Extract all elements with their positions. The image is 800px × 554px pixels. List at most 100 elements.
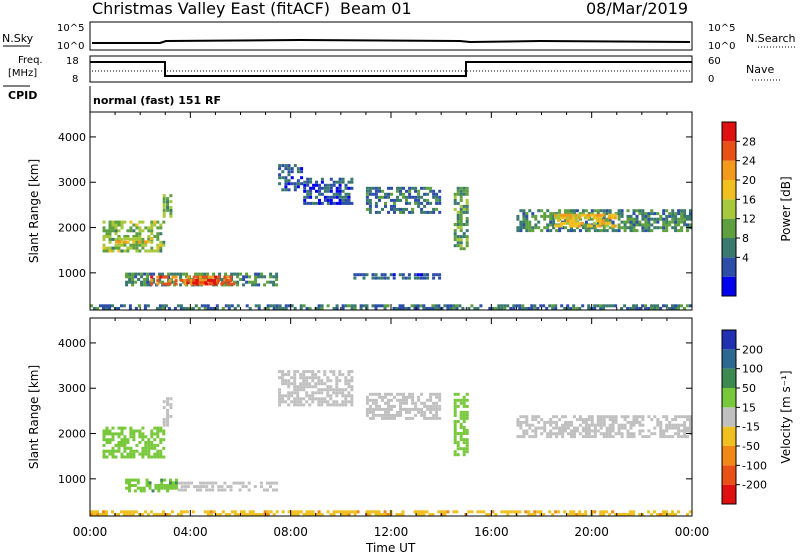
data-cell: [329, 201, 333, 205]
data-cell: [465, 410, 469, 414]
data-cell: [326, 391, 330, 395]
data-cell: [534, 435, 538, 439]
data-cell: [546, 432, 550, 436]
data-cell: [462, 398, 466, 402]
data-cell: [459, 217, 463, 220]
data-cell: [506, 304, 510, 308]
data-cell: [599, 415, 603, 419]
data-cell: [417, 398, 421, 402]
data-cell: [156, 443, 160, 447]
data-cell: [527, 307, 531, 310]
data-cell: [638, 220, 642, 224]
data-cell: [674, 229, 678, 233]
data-cell: [560, 304, 564, 308]
data-cell: [512, 510, 516, 514]
data-cell: [347, 201, 351, 205]
data-cell: [169, 211, 173, 215]
data-cell: [341, 189, 345, 193]
data-cell: [314, 376, 318, 380]
data-cell: [209, 510, 213, 514]
data-cell: [148, 484, 152, 487]
data-cell: [347, 195, 351, 199]
data-cell: [546, 223, 550, 227]
data-cell: [196, 485, 199, 489]
data-cell: [584, 229, 588, 233]
data-cell: [614, 432, 618, 436]
data-cell: [650, 223, 654, 227]
data-cell: [341, 388, 345, 392]
data-cell: [150, 223, 154, 227]
data-cell: [570, 420, 573, 424]
data-cell: [332, 513, 336, 516]
data-cell: [595, 219, 599, 223]
data-cell: [536, 510, 540, 514]
data-cell: [515, 304, 519, 308]
data-cell: [411, 395, 415, 399]
data-cell: [206, 510, 210, 514]
data-cell: [338, 370, 342, 374]
data-cell: [647, 307, 651, 310]
data-cell: [602, 307, 606, 310]
data-cell: [290, 170, 294, 174]
data-cell: [284, 182, 288, 186]
data-cell: [581, 513, 585, 516]
data-cell: [160, 486, 164, 490]
data-cell: [226, 275, 230, 279]
data-cell: [177, 481, 181, 485]
data-cell: [134, 307, 138, 310]
data-cell: [519, 420, 523, 424]
data-cell: [281, 400, 285, 404]
data-cell: [671, 513, 674, 516]
data-cell: [456, 189, 460, 193]
data-cell: [281, 382, 285, 386]
data-cell: [613, 213, 617, 217]
data-cell: [393, 198, 396, 202]
data-cell: [674, 223, 678, 227]
data-cell: [138, 237, 142, 240]
data-cell: [570, 209, 573, 213]
data-cell: [446, 304, 450, 308]
data-cell: [519, 229, 523, 233]
data-cell: [558, 418, 562, 422]
data-cell: [659, 217, 663, 221]
data-cell: [411, 186, 415, 190]
data-cell: [574, 224, 578, 228]
data-cell: [217, 485, 221, 489]
data-cell: [519, 209, 523, 213]
data-cell: [680, 209, 684, 213]
date-label: 08/Mar/2019: [586, 0, 688, 18]
data-cell: [613, 216, 617, 220]
data-cell: [554, 216, 557, 220]
data-cell: [257, 304, 261, 308]
data-cell: [584, 226, 588, 230]
data-cell: [147, 237, 151, 241]
data-cell: [347, 394, 351, 398]
data-cell: [287, 397, 291, 401]
data-cell: [516, 423, 520, 427]
data-cell: [417, 407, 421, 411]
data-cell: [111, 246, 115, 250]
data-cell: [429, 398, 433, 402]
data-cell: [242, 510, 246, 514]
data-cell: [668, 513, 671, 516]
data-cell: [596, 415, 600, 419]
data-cell: [557, 510, 561, 514]
data-cell: [635, 217, 639, 221]
data-cell: [135, 240, 139, 244]
data-cell: [462, 447, 466, 451]
data-cell: [347, 385, 351, 389]
data-cell: [665, 220, 669, 224]
colorbar-tick-label: -50: [742, 440, 760, 453]
data-cell: [438, 195, 442, 199]
data-cell: [123, 235, 127, 238]
data-cell: [114, 226, 118, 230]
colorbar-tick-label: 28: [742, 135, 756, 148]
data-cell: [611, 226, 615, 230]
data-cell: [179, 510, 183, 514]
data-cell: [610, 216, 614, 220]
data-cell: [146, 513, 150, 516]
data-cell: [117, 223, 121, 227]
data-cell: [593, 426, 597, 430]
data-cell: [129, 455, 133, 459]
colorbar-tick-label: -100: [742, 459, 767, 472]
